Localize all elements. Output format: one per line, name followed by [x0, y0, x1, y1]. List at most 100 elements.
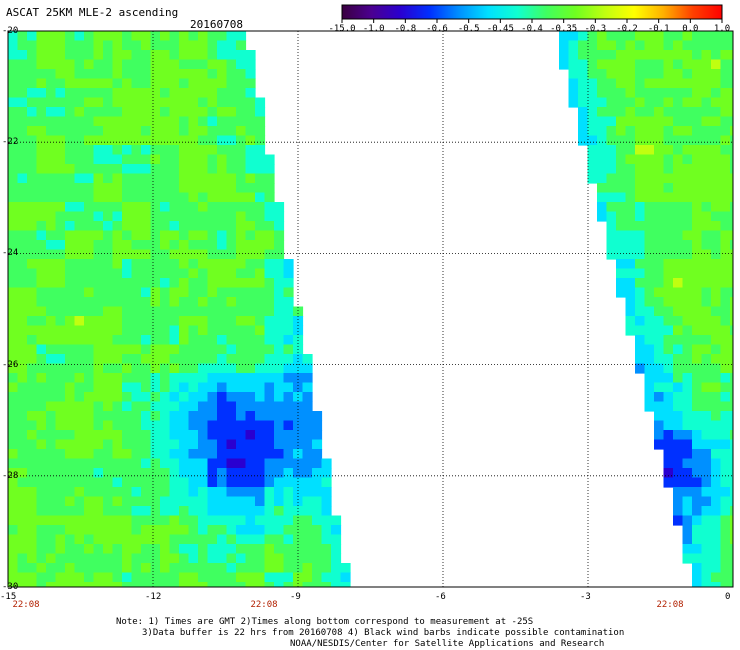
swath-cell [711, 430, 722, 441]
swath-cell [264, 373, 275, 384]
swath-cell [112, 287, 123, 298]
swath-cell [730, 116, 733, 127]
swath-cell [169, 31, 180, 42]
swath-cell [720, 439, 731, 450]
swath-cell [692, 154, 703, 165]
swath-cell [692, 430, 703, 441]
swath-cell [179, 126, 190, 137]
swath-cell [74, 325, 85, 336]
swath-cell [654, 420, 665, 431]
swath-cell [27, 59, 38, 70]
swath-cell [36, 173, 47, 184]
swath-cell [635, 164, 646, 175]
swath-cell [84, 88, 95, 99]
swath-cell [55, 287, 66, 298]
swath-cell [8, 316, 19, 327]
swath-cell [302, 468, 313, 479]
swath-cell [597, 50, 608, 61]
swath-cell [150, 268, 161, 279]
swath-cell [255, 344, 266, 355]
swath-cell [625, 278, 636, 289]
swath-cell [255, 420, 266, 431]
swath-cell [616, 31, 627, 42]
swath-cell [255, 173, 266, 184]
swath-cell [55, 31, 66, 42]
swath-cell [46, 534, 57, 545]
swath-cell [255, 183, 266, 194]
swath-cell [264, 534, 275, 545]
swath-cell [682, 373, 693, 384]
swath-cell [150, 221, 161, 232]
swath-cell [112, 116, 123, 127]
y-tick-label: -30 [2, 582, 19, 592]
swath-cell [17, 135, 28, 146]
swath-cell [245, 116, 256, 127]
swath-cell [207, 325, 218, 336]
swath-cell [65, 449, 76, 460]
swath-cell [188, 230, 199, 241]
swath-cell [141, 249, 152, 260]
swath-cell [701, 411, 712, 422]
swath-cell [625, 69, 636, 80]
swath-cell [8, 477, 19, 488]
swath-cell [720, 572, 731, 583]
swath-cell [112, 525, 123, 536]
swath-cell [188, 439, 199, 450]
swath-cell [720, 325, 731, 336]
swath-cell [160, 154, 171, 165]
swath-cell [74, 287, 85, 298]
swath-cell [150, 126, 161, 137]
swath-cell [597, 31, 608, 42]
swath-cell [720, 183, 731, 194]
swath-cell [36, 344, 47, 355]
swath-cell [663, 40, 674, 51]
swath-cell [93, 278, 104, 289]
swath-cell [141, 325, 152, 336]
swath-cell [217, 211, 228, 222]
swath-cell [293, 477, 304, 488]
swath-cell [27, 173, 38, 184]
swath-cell [179, 221, 190, 232]
swath-cell [302, 449, 313, 460]
swath-cell [93, 297, 104, 308]
swath-cell [198, 116, 209, 127]
swath-cell [625, 173, 636, 184]
swath-cell [65, 192, 76, 203]
swath-cell [46, 259, 57, 270]
swath-cell [730, 468, 733, 479]
swath-cell [654, 202, 665, 213]
swath-cell [255, 154, 266, 165]
swath-cell [692, 373, 703, 384]
swath-cell [179, 78, 190, 89]
colorbar-label: -0.4 [521, 24, 543, 34]
swath-cell [578, 40, 589, 51]
swath-cell [93, 192, 104, 203]
swath-cell [255, 306, 266, 317]
swath-cell [122, 278, 133, 289]
swath-cell [36, 354, 47, 365]
swath-cell [682, 97, 693, 108]
swath-cell [74, 316, 85, 327]
swath-cell [236, 316, 247, 327]
swath-cell [17, 50, 28, 61]
swath-cell [236, 135, 247, 146]
swath-cell [663, 145, 674, 156]
swath-cell [711, 240, 722, 251]
swath-cell [93, 126, 104, 137]
swath-cell [27, 468, 38, 479]
swath-cell [283, 335, 294, 346]
swath-cell [730, 420, 733, 431]
swath-cell [245, 563, 256, 574]
swath-cell [226, 411, 237, 422]
swath-cell [122, 268, 133, 279]
swath-cell [169, 572, 180, 583]
swath-cell [616, 230, 627, 241]
swath-cell [217, 420, 228, 431]
swath-cell [302, 382, 313, 393]
swath-cell [84, 468, 95, 479]
swath-cell [264, 164, 275, 175]
swath-cell [74, 31, 85, 42]
swath-cell [616, 164, 627, 175]
swath-cell [112, 297, 123, 308]
swath-cell [160, 392, 171, 403]
